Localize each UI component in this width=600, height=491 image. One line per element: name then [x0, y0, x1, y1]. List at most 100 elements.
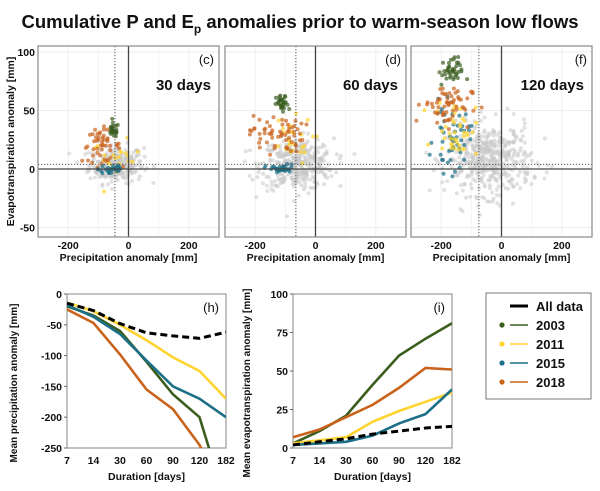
point-2011	[280, 126, 285, 131]
point-2015	[462, 143, 467, 147]
point-background_points	[137, 152, 141, 157]
point-2011	[457, 143, 462, 148]
x-tick-label: 120	[191, 455, 209, 467]
plot-frame	[292, 293, 453, 449]
point-2018	[116, 141, 121, 146]
point-2011	[111, 153, 116, 158]
point-background_points	[455, 173, 460, 178]
point-2015	[274, 170, 279, 175]
point-2003	[279, 105, 284, 110]
x-axis-label: Precipitation anomaly [mm]	[433, 252, 571, 264]
point-2011	[302, 150, 307, 155]
legend-marker	[499, 322, 505, 328]
point-background_points	[316, 170, 321, 175]
point-background_points	[488, 178, 492, 183]
point-2003	[440, 73, 445, 78]
point-2003	[465, 77, 470, 82]
point-2003	[456, 69, 461, 74]
point-background_points	[529, 158, 534, 163]
point-background_points	[276, 177, 281, 182]
point-2015	[462, 157, 467, 162]
point-background_points	[481, 173, 486, 177]
x-axis-label: Precipitation anomaly [mm]	[247, 252, 385, 264]
point-2018	[284, 138, 288, 142]
y-tick-label: 0	[29, 164, 35, 176]
point-background_points	[86, 150, 91, 155]
x-tick-label: 30	[340, 455, 352, 467]
panel-label: (f)	[575, 52, 587, 67]
point-2003	[441, 60, 445, 65]
point-background_points	[518, 169, 522, 174]
point-background_points	[522, 158, 526, 163]
point-background_points	[458, 183, 463, 188]
point-2018	[108, 148, 113, 153]
point-background_points	[515, 182, 519, 187]
point-background_points	[496, 139, 501, 144]
point-background_points	[482, 142, 487, 147]
point-2011	[458, 124, 463, 129]
x-tick-label: 200	[553, 240, 571, 252]
point-background_points	[507, 179, 512, 184]
point-background_points	[504, 152, 509, 157]
point-background_points	[522, 149, 527, 154]
point-2003	[109, 128, 113, 133]
point-background_points	[99, 174, 104, 179]
y-tick-label: -100	[41, 351, 62, 363]
point-background_points	[508, 148, 513, 153]
point-background_points	[253, 161, 258, 166]
x-tick-label: 90	[393, 455, 405, 467]
point-background_points	[511, 132, 516, 137]
point-background_points	[272, 179, 277, 184]
point-background_points	[487, 159, 492, 164]
point-2018	[449, 94, 454, 99]
point-2018	[291, 129, 296, 134]
point-2018	[96, 137, 101, 142]
point-background_points	[96, 160, 100, 164]
point-background_points	[524, 154, 529, 159]
point-background_points	[442, 188, 447, 192]
point-background_points	[542, 176, 547, 181]
point-2011	[442, 136, 447, 141]
x-tick-label: 30	[114, 455, 126, 467]
point-background_points	[476, 203, 481, 208]
point-background_points	[326, 162, 331, 167]
point-background_points	[479, 156, 484, 161]
point-background_points	[496, 151, 501, 156]
point-2003	[456, 55, 461, 59]
point-background_points	[332, 136, 336, 141]
point-background_points	[109, 179, 114, 184]
point-2003	[443, 72, 448, 77]
duration-label: 30 days	[156, 77, 211, 94]
point-background_points	[487, 199, 492, 204]
point-background_points	[271, 158, 276, 163]
point-2003	[110, 121, 115, 125]
point-2015	[441, 171, 446, 176]
point-2018	[450, 108, 455, 113]
point-2018	[268, 152, 273, 157]
point-2011	[448, 136, 453, 141]
point-2011	[474, 120, 479, 125]
point-2018	[270, 135, 275, 140]
x-tick-label: 182	[443, 455, 461, 467]
point-2015	[99, 169, 104, 174]
point-2018	[442, 92, 447, 97]
point-background_points	[501, 161, 506, 166]
legend-label: 2011	[536, 337, 564, 352]
point-background_points	[550, 164, 555, 169]
point-background_points	[296, 193, 301, 198]
point-2018	[285, 129, 290, 134]
point-2015	[438, 152, 443, 157]
point-background_points	[545, 163, 550, 168]
point-background_points	[465, 137, 470, 142]
point-2018	[121, 164, 126, 169]
point-background_points	[467, 174, 472, 179]
line-panel-i	[290, 293, 453, 449]
point-background_points	[494, 159, 499, 164]
legend-label: All data	[536, 299, 584, 314]
point-2011	[456, 147, 461, 152]
point-2011	[130, 159, 135, 164]
point-background_points	[266, 143, 271, 148]
y-tick-label: -200	[41, 412, 62, 424]
point-2015	[468, 137, 473, 142]
